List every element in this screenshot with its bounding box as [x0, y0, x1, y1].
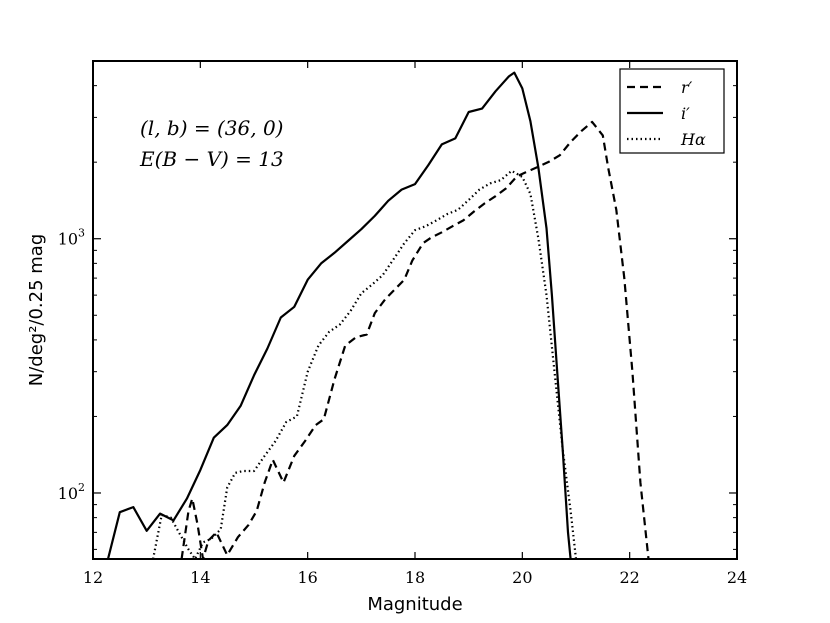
y-tick-label: 103 — [58, 227, 85, 249]
y-axis-title: N/deg²/0.25 mag — [26, 234, 47, 387]
y-tick-label: 102 — [58, 481, 85, 503]
x-tick-label: 22 — [619, 568, 639, 587]
x-tick-label: 18 — [405, 568, 425, 587]
y-tick-label-base: 10 — [58, 230, 78, 249]
legend-label-halpha: Hα — [680, 130, 706, 149]
annotation-extinction: E(B − V) = 13 — [139, 147, 284, 171]
y-tick-label-base: 10 — [58, 484, 78, 503]
x-tick-label: 16 — [297, 568, 317, 587]
legend: r′ i′ Hα — [619, 68, 725, 154]
series-line-i-prime — [106, 71, 572, 559]
legend-label-r: r′ — [681, 78, 693, 97]
legend-label-i: i′ — [681, 104, 690, 123]
series-layer — [106, 71, 650, 559]
x-axis-title: Magnitude — [367, 594, 462, 615]
x-tick-label: 12 — [83, 568, 103, 587]
y-tick-label-exponent: 2 — [78, 481, 85, 494]
x-tick-label: 20 — [512, 568, 532, 587]
legend-box — [619, 68, 725, 154]
y-tick-label-exponent: 3 — [78, 227, 85, 240]
x-tick-label: 14 — [190, 568, 210, 587]
annotation-coordinates: (l, b) = (36, 0) — [140, 116, 284, 140]
x-tick-label: 24 — [727, 568, 747, 587]
